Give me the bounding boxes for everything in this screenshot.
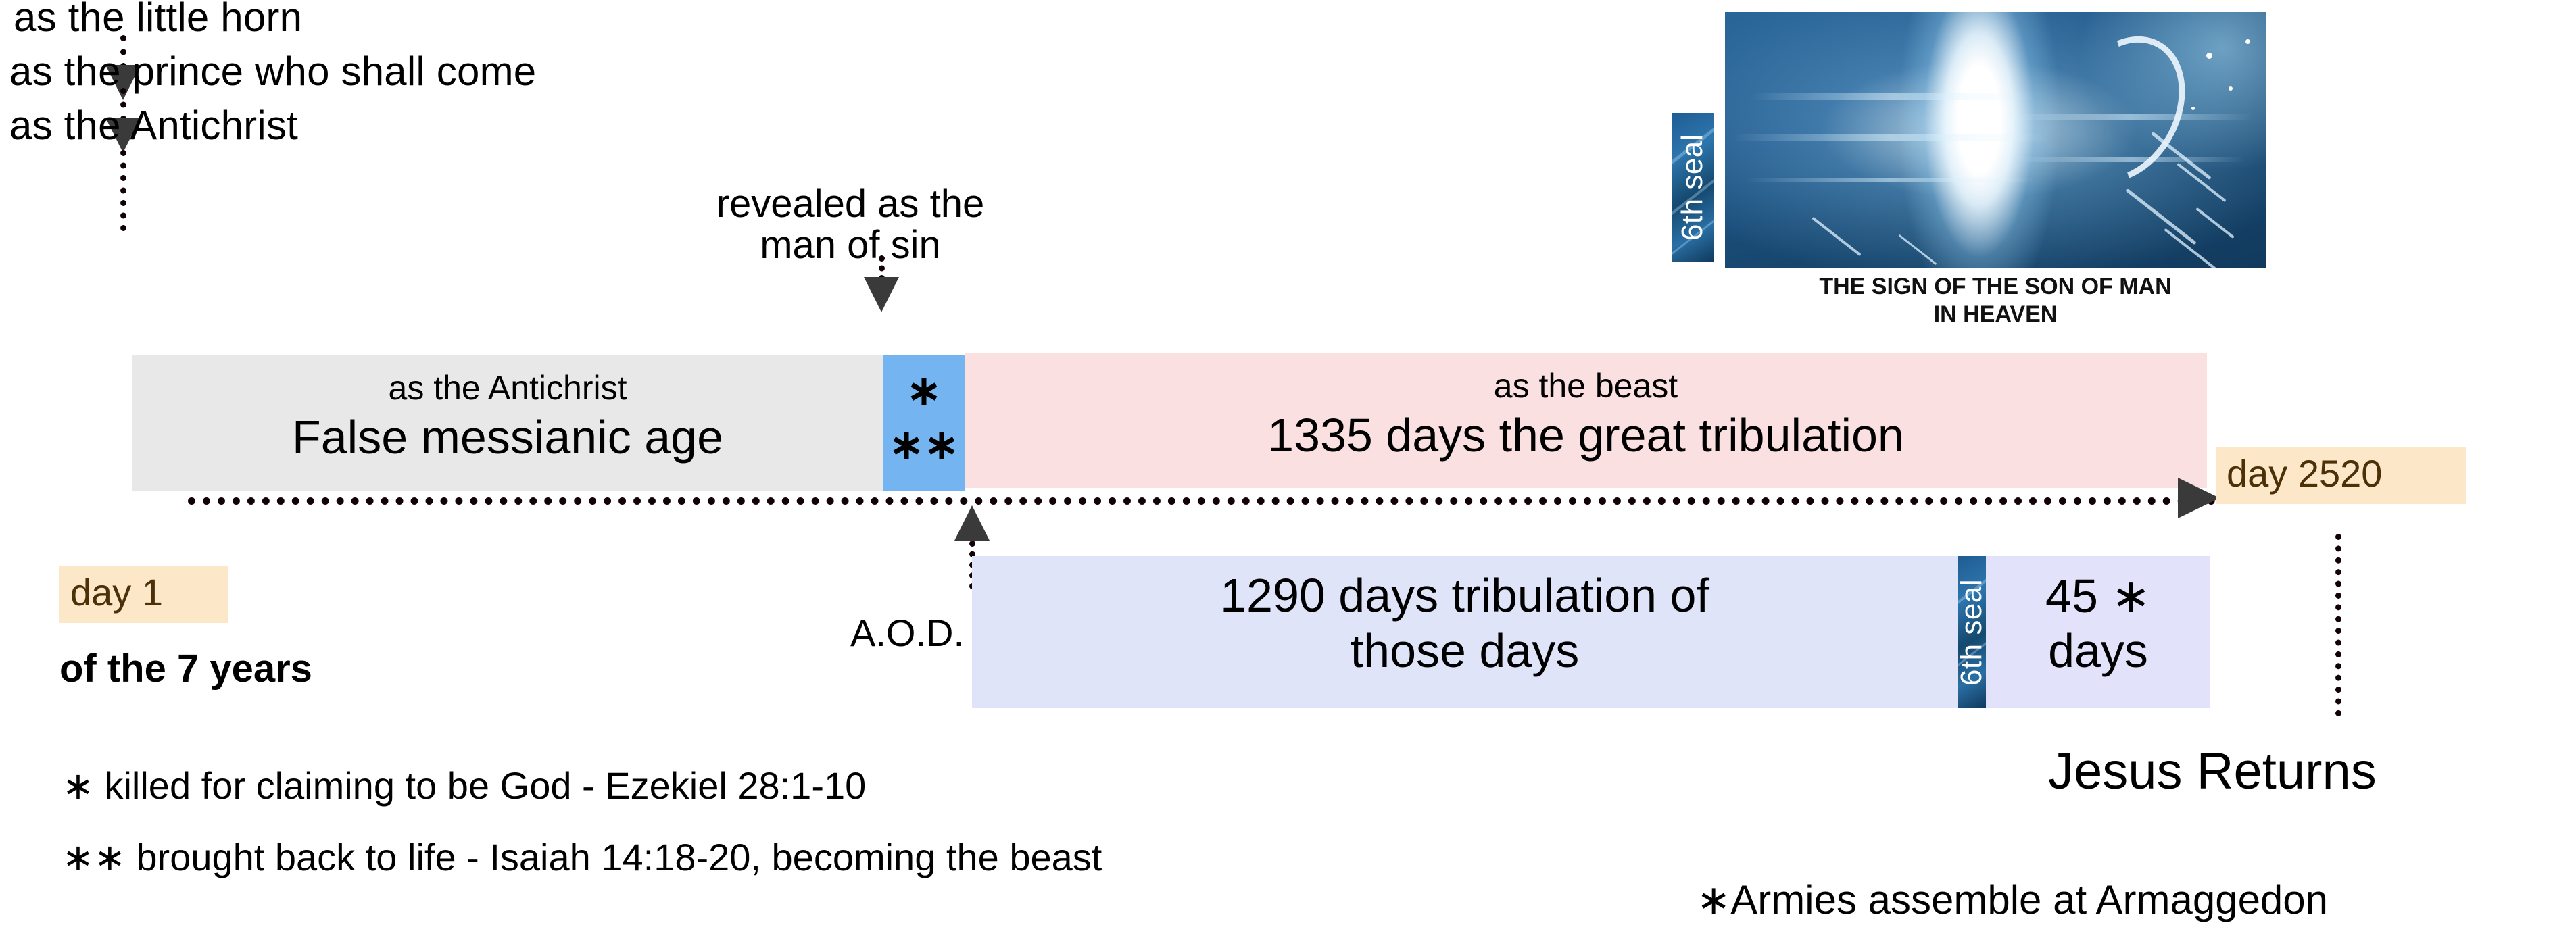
blue-marker-single-asterisk: ∗ <box>906 368 942 414</box>
arrow-down-icon-2 <box>105 118 141 153</box>
connector-prince-to-antichrist <box>120 88 126 122</box>
arrow-up-icon-aod <box>954 505 990 541</box>
seal-tab-lower-label: 6th seal <box>1958 578 1986 686</box>
footnote-single-star: ∗ killed for claiming to be God - Ezekie… <box>62 764 867 807</box>
footnote-armies-armaggedon: ∗Armies assemble at Armaggedon <box>1697 877 2329 922</box>
connector-revealed-to-bar <box>879 255 885 281</box>
connector-antichrist-to-timeline <box>120 150 126 231</box>
connector-day2520-to-jesus-returns <box>2335 534 2341 716</box>
hero-caption-line2: IN HEAVEN <box>1933 301 2058 328</box>
hero-caption: THE SIGN OF THE SON OF MAN IN HEAVEN <box>1725 273 2266 329</box>
seal-tab-hero-label: 6th seal <box>1676 133 1709 241</box>
bar-false-messianic-age: as the Antichrist False messianic age <box>132 355 883 491</box>
arc-shape-icon <box>2037 14 2210 205</box>
bar-1290-days-tribulation: 1290 days tribulation of those days <box>972 556 1958 708</box>
annotation-revealed-line1: revealed as the <box>716 182 985 226</box>
annotation-revealed-line2: man of sin <box>760 222 941 267</box>
label-jesus-returns: Jesus Returns <box>2048 743 2377 800</box>
bar-45days-line2: days <box>2048 624 2148 677</box>
arrow-right-icon-timeline-end <box>2178 478 2220 518</box>
bar-gray-main-label: False messianic age <box>291 411 724 464</box>
bar-45-days: 45 ∗ days <box>1986 556 2210 708</box>
bar-lav-main-line1: 1290 days tribulation of <box>1220 569 1709 622</box>
hero-image-sign-of-son-of-man <box>1725 12 2266 268</box>
timeline-axis <box>188 497 2216 505</box>
blue-marker-double-asterisk: ∗∗ <box>889 422 959 468</box>
seal-tab-hero: 6th seal <box>1672 113 1714 262</box>
annotation-revealed-as-man-of-sin: revealed as the man of sin <box>675 182 1026 267</box>
connector-horn-to-prince <box>120 35 126 69</box>
bar-great-tribulation: as the beast 1335 days the great tribula… <box>965 353 2207 488</box>
bar-45days-line1: 45 ∗ <box>2045 570 2151 622</box>
hero-caption-line1: THE SIGN OF THE SON OF MAN <box>1819 274 2172 299</box>
bar-gray-sub-label: as the Antichrist <box>388 369 627 407</box>
arrow-down-icon-revealed <box>864 277 899 312</box>
bar-pink-main-label: 1335 days the great tribulation <box>1267 409 1904 462</box>
bar-blue-death-marker: ∗ ∗∗ <box>883 355 965 491</box>
marker-day-2520: day 2520 <box>2216 447 2466 504</box>
label-as-the-little-horn: as the little horn <box>14 0 303 40</box>
label-as-the-prince: as the prince who shall come <box>9 49 537 94</box>
bar-lav-main-line2: those days <box>1350 624 1580 677</box>
label-of-the-7-years: of the 7 years <box>59 647 312 691</box>
bar-pink-sub-label: as the beast <box>1493 367 1678 405</box>
footnote-double-star: ∗∗ brought back to life - Isaiah 14:18-2… <box>62 836 1102 878</box>
label-as-the-antichrist: as the Antichrist <box>9 103 298 148</box>
seal-tab-lower-bar: 6th seal <box>1958 556 1986 708</box>
marker-day-1: day 1 <box>59 566 228 623</box>
